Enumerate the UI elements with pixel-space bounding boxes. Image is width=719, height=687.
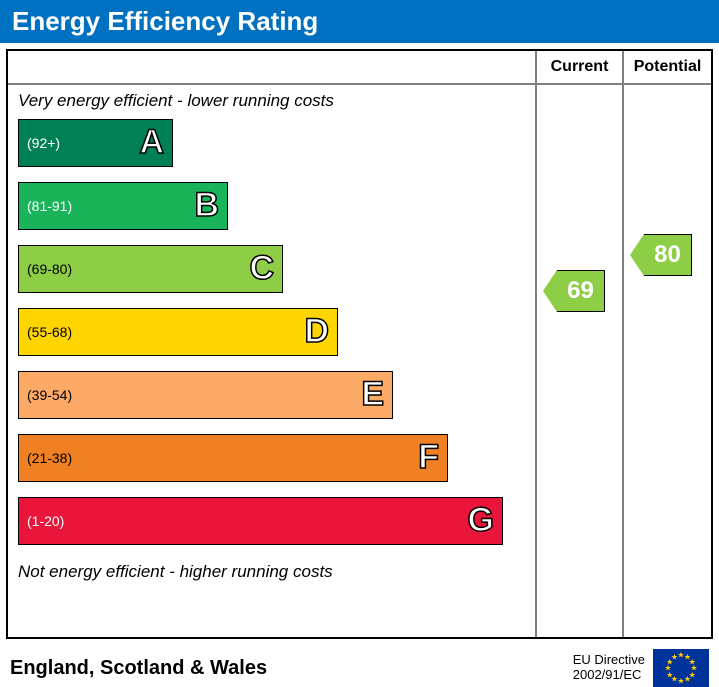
eu-star-icon: ★ <box>671 652 678 661</box>
band-bar-e: (39-54) E <box>18 371 393 419</box>
caption-top: Very energy efficient - lower running co… <box>8 85 535 115</box>
eu-star-icon: ★ <box>684 675 691 684</box>
band-row-c: (69-80) C <box>18 241 535 296</box>
pointer-arrow-icon <box>543 270 557 312</box>
band-range: (81-91) <box>27 198 72 214</box>
band-bar-d: (55-68) D <box>18 308 338 356</box>
band-range: (1-20) <box>27 513 64 529</box>
band-bars: (92+) A (81-91) B (69-80) C (55-68) D (39-54) E (2… <box>8 115 535 556</box>
potential-pointer: 80 <box>630 234 692 276</box>
current-pointer: 69 <box>543 270 605 312</box>
band-row-b: (81-91) B <box>18 178 535 233</box>
current-header: Current <box>537 51 622 85</box>
pointer-value: 80 <box>644 234 692 276</box>
pointer-value: 69 <box>557 270 605 312</box>
eu-line1: EU Directive <box>573 653 645 668</box>
eu-flag-icon: ★★★★★★★★★★★★ <box>653 649 709 687</box>
current-column: Current 69 <box>537 51 624 637</box>
band-letter: D <box>304 312 329 351</box>
band-bar-a: (92+) A <box>18 119 173 167</box>
band-bar-c: (69-80) C <box>18 245 283 293</box>
pointer-arrow-icon <box>630 234 644 276</box>
band-letter: C <box>249 249 274 288</box>
eu-star-icon: ★ <box>677 677 684 686</box>
epc-rating-chart: Energy Efficiency Rating Very energy eff… <box>0 0 719 675</box>
eu-directive: EU Directive 2002/91/EC ★★★★★★★★★★★★ <box>573 649 709 687</box>
band-range: (21-38) <box>27 450 72 466</box>
band-bar-f: (21-38) F <box>18 434 448 482</box>
band-row-f: (21-38) F <box>18 430 535 485</box>
potential-header: Potential <box>624 51 711 85</box>
band-row-a: (92+) A <box>18 115 535 170</box>
table-area: Very energy efficient - lower running co… <box>8 51 711 637</box>
band-row-e: (39-54) E <box>18 367 535 422</box>
potential-column: Potential 80 <box>624 51 711 637</box>
band-bar-g: (1-20) G <box>18 497 503 545</box>
band-letter: G <box>468 501 494 540</box>
eu-text: EU Directive 2002/91/EC <box>573 653 645 683</box>
band-bar-b: (81-91) B <box>18 182 228 230</box>
chart-title: Energy Efficiency Rating <box>0 0 719 43</box>
band-row-d: (55-68) D <box>18 304 535 359</box>
band-letter: F <box>418 438 439 477</box>
band-range: (55-68) <box>27 324 72 340</box>
footer: England, Scotland & Wales EU Directive 2… <box>0 645 719 687</box>
band-range: (92+) <box>27 135 60 151</box>
band-range: (39-54) <box>27 387 72 403</box>
eu-line2: 2002/91/EC <box>573 668 645 683</box>
band-letter: B <box>194 186 219 225</box>
band-range: (69-80) <box>27 261 72 277</box>
band-row-g: (1-20) G <box>18 493 535 548</box>
chart-body: Very energy efficient - lower running co… <box>6 49 713 639</box>
band-letter: A <box>139 123 164 162</box>
region-label: England, Scotland & Wales <box>10 657 267 680</box>
bands-header <box>8 51 535 85</box>
band-letter: E <box>361 375 384 414</box>
caption-bottom: Not energy efficient - higher running co… <box>8 556 535 586</box>
bands-column: Very energy efficient - lower running co… <box>8 51 537 637</box>
